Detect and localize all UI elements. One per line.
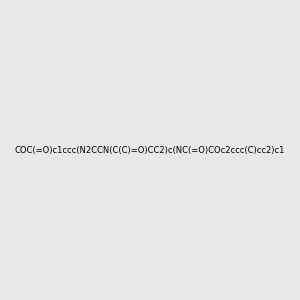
Text: COC(=O)c1ccc(N2CCN(C(C)=O)CC2)c(NC(=O)COc2ccc(C)cc2)c1: COC(=O)c1ccc(N2CCN(C(C)=O)CC2)c(NC(=O)CO…: [15, 146, 285, 154]
